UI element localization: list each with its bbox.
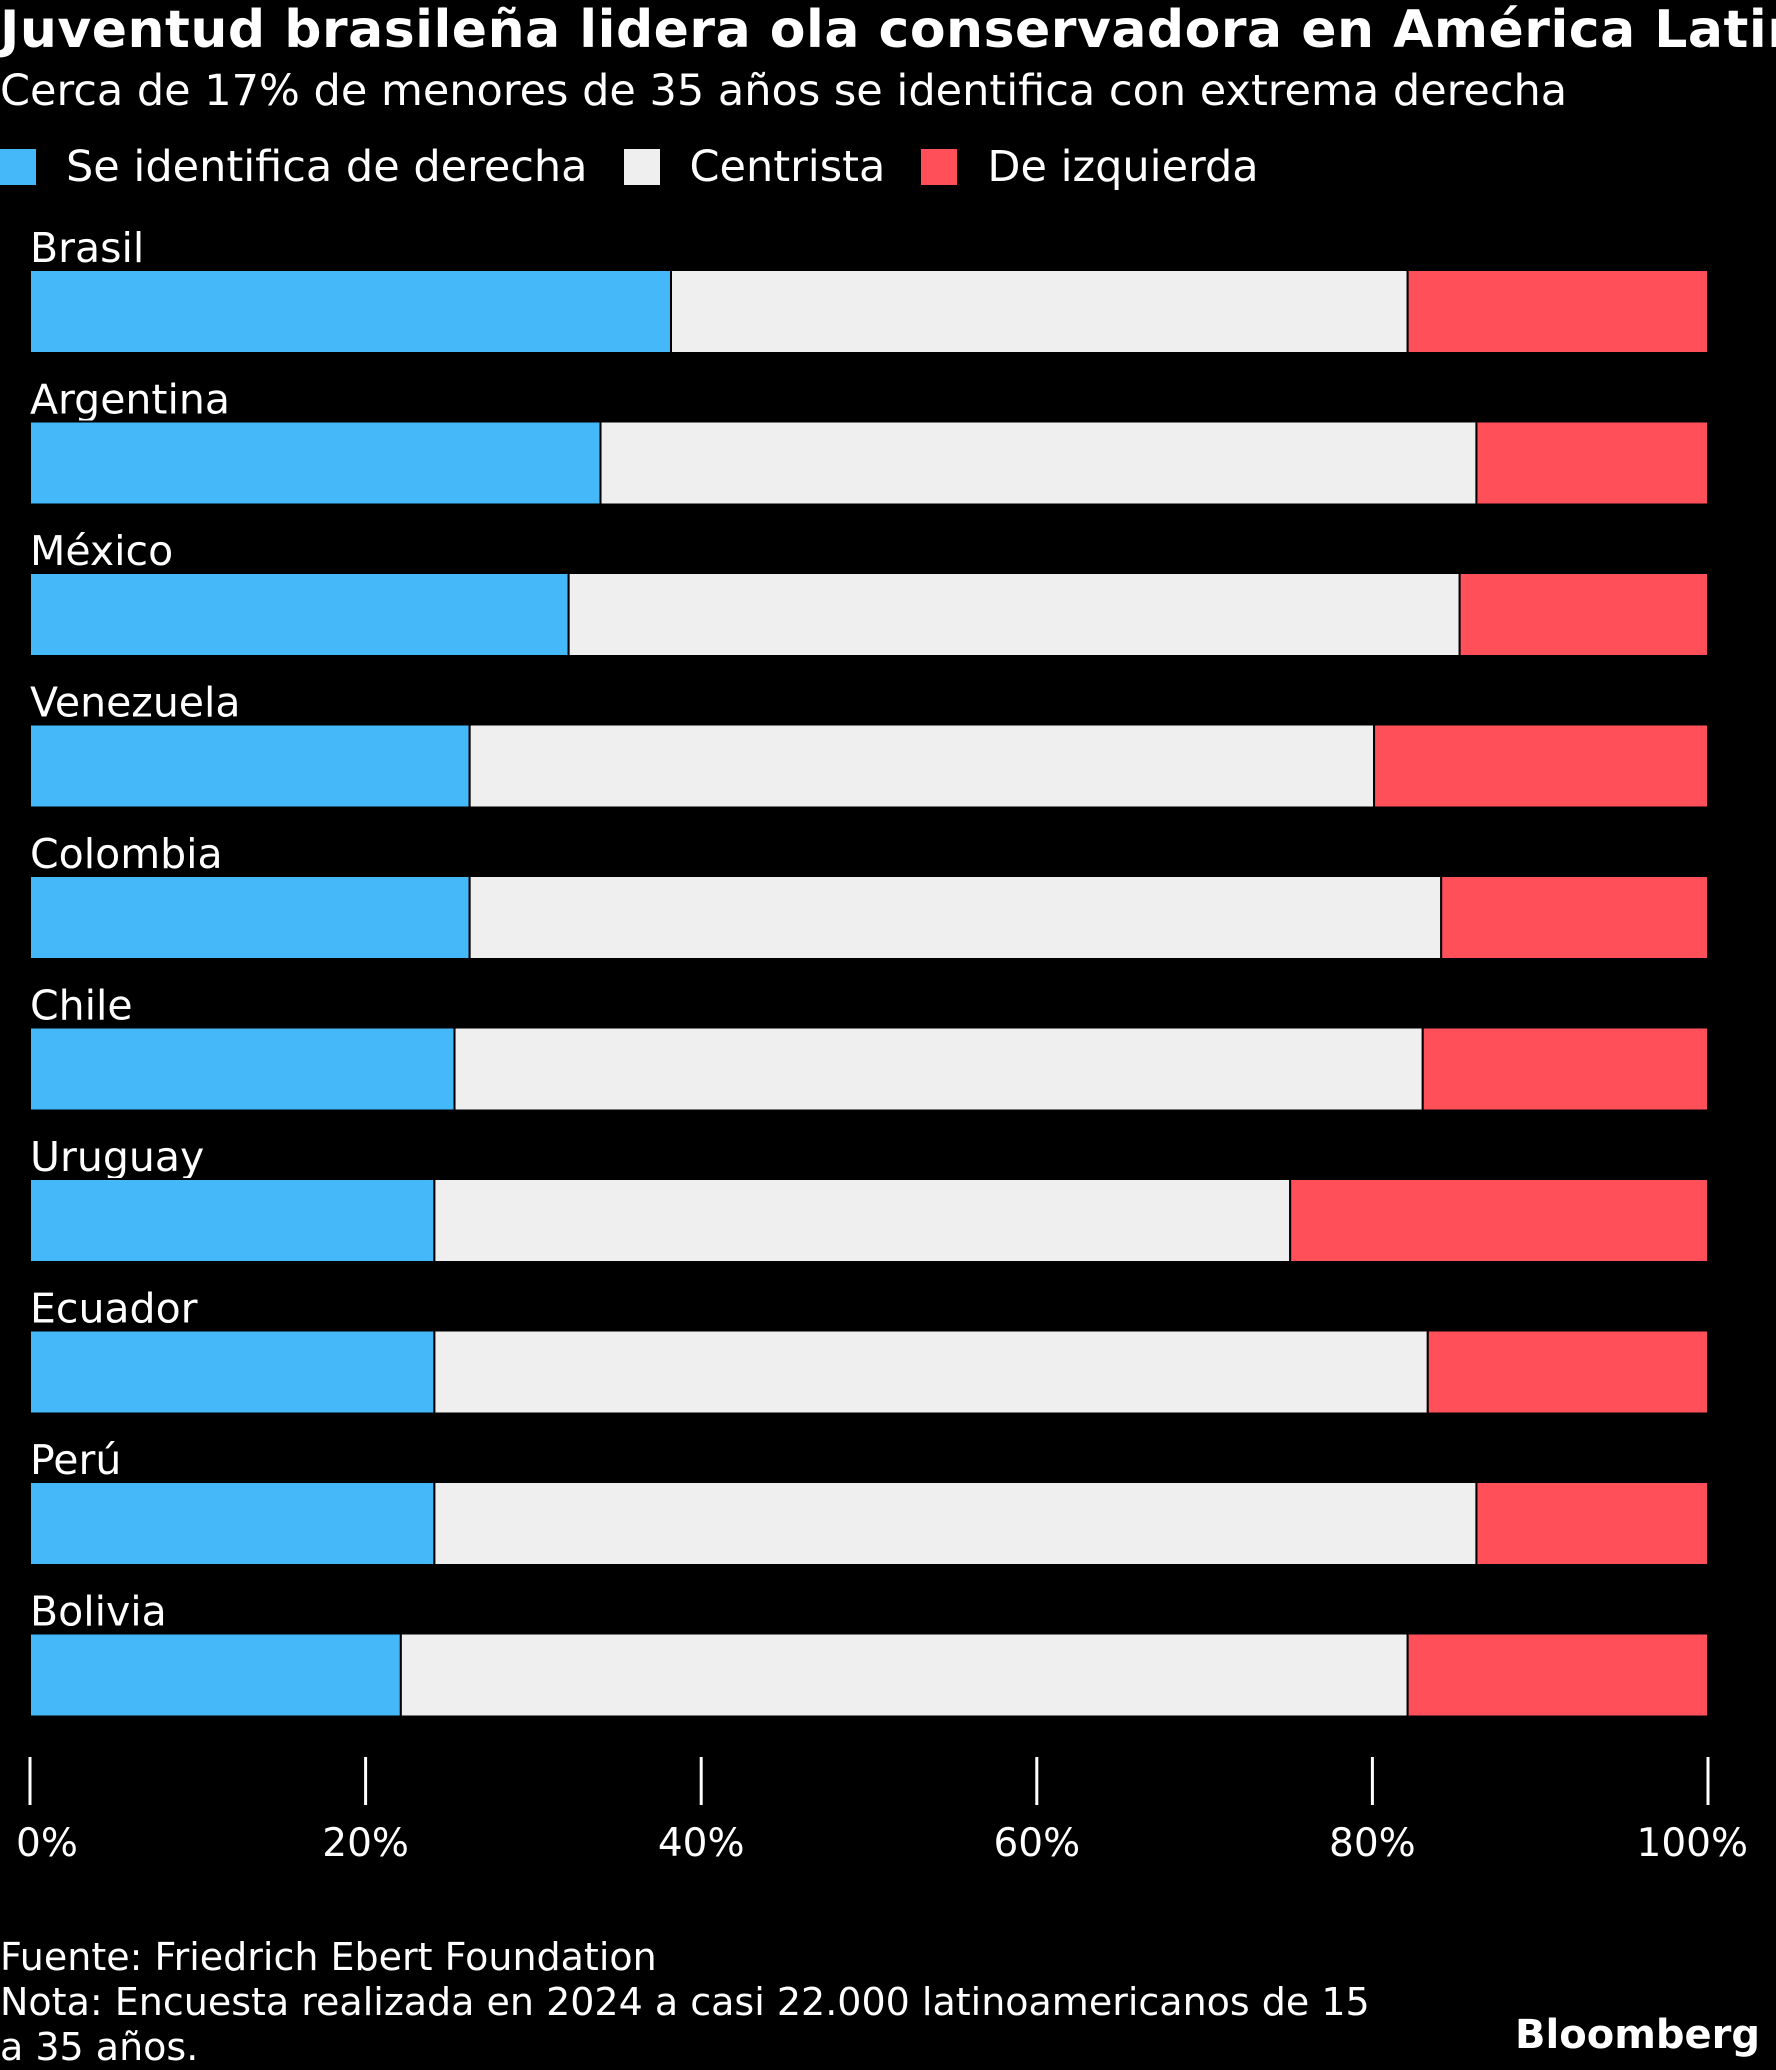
bar-segment-right	[29, 1632, 402, 1718]
bar-segment-left	[1421, 1026, 1709, 1112]
bar-segment-left	[1289, 1178, 1709, 1263]
category-label: Bolivia	[30, 1588, 167, 1636]
legend: Se identifica de derecha Centrista De iz…	[0, 142, 1295, 192]
legend-swatch-center	[623, 149, 660, 185]
bar-segment-center	[669, 269, 1409, 354]
legend-label-left: De izquierda	[987, 142, 1259, 192]
category-label: México	[30, 527, 173, 575]
bar-segment-left	[1426, 1329, 1710, 1415]
bar-segment-center	[468, 875, 1443, 960]
bar-segment-left	[1475, 420, 1710, 506]
bar-segment-right	[29, 875, 471, 960]
bar-segment-right	[29, 572, 570, 657]
category-label: Ecuador	[30, 1285, 198, 1333]
category-label: Perú	[30, 1436, 121, 1484]
bar-segment-center	[567, 572, 1461, 657]
bar-segment-left	[1458, 572, 1709, 657]
x-tick-label: 40%	[658, 1821, 745, 1866]
bar-segment-right	[29, 1178, 436, 1263]
bar-segment-right	[29, 1481, 436, 1566]
legend-swatch-left	[921, 149, 958, 185]
category-label: Chile	[30, 982, 133, 1030]
category-label: Brasil	[30, 224, 144, 272]
bar-segment-center	[468, 723, 1376, 809]
x-tick-label: 80%	[1329, 1821, 1416, 1866]
category-label: Uruguay	[30, 1133, 204, 1181]
bar-segment-right	[29, 1329, 436, 1415]
category-label: Venezuela	[30, 679, 241, 727]
source-note: Fuente: Friedrich Ebert Foundation	[0, 1935, 657, 1979]
bar-segment-left	[1475, 1481, 1710, 1566]
chart-title: Juventud brasileña lidera ola conservado…	[0, 0, 1776, 60]
legend-label-center: Centrista	[689, 142, 886, 192]
x-tick-label: 0%	[16, 1821, 78, 1866]
bar-segment-center	[433, 1481, 1478, 1566]
legend-item-right: Se identifica de derecha	[0, 142, 588, 192]
chart-subtitle: Cerca de 17% de menores de 35 años se id…	[0, 66, 1568, 116]
x-tick-label: 20%	[322, 1821, 409, 1866]
stacked-bar-chart: Brasil Argentina México Venezuela Colombia Ch…	[16, 224, 1749, 1866]
bar-segment-left	[1406, 1632, 1709, 1718]
x-tick-label: 100%	[1637, 1821, 1749, 1866]
bar-segment-center	[433, 1329, 1429, 1415]
legend-label-right: Se identifica de derecha	[66, 142, 588, 192]
legend-item-center: Centrista	[623, 142, 886, 192]
bar-segment-center	[399, 1632, 1409, 1718]
bar-segment-right	[29, 723, 471, 809]
bloomberg-logo: Bloomberg	[1515, 2012, 1760, 2058]
bar-segment-center	[599, 420, 1478, 506]
legend-swatch-right	[0, 149, 36, 185]
bar-segment-center	[433, 1178, 1292, 1263]
x-tick-label: 60%	[993, 1821, 1080, 1866]
bar-segment-right	[29, 1026, 456, 1112]
legend-item-left: De izquierda	[921, 142, 1259, 192]
category-label: Argentina	[30, 376, 230, 424]
bar-segment-left	[1440, 875, 1709, 960]
bar-segment-right	[29, 269, 672, 354]
footnote: Nota: Encuesta realizada en 2024 a casi …	[0, 1980, 1370, 2069]
bar-segment-center	[453, 1026, 1424, 1112]
bar-segment-left	[1406, 269, 1709, 354]
bar-segment-right	[29, 420, 602, 506]
category-label: Colombia	[30, 830, 223, 878]
bar-segment-left	[1373, 723, 1709, 809]
